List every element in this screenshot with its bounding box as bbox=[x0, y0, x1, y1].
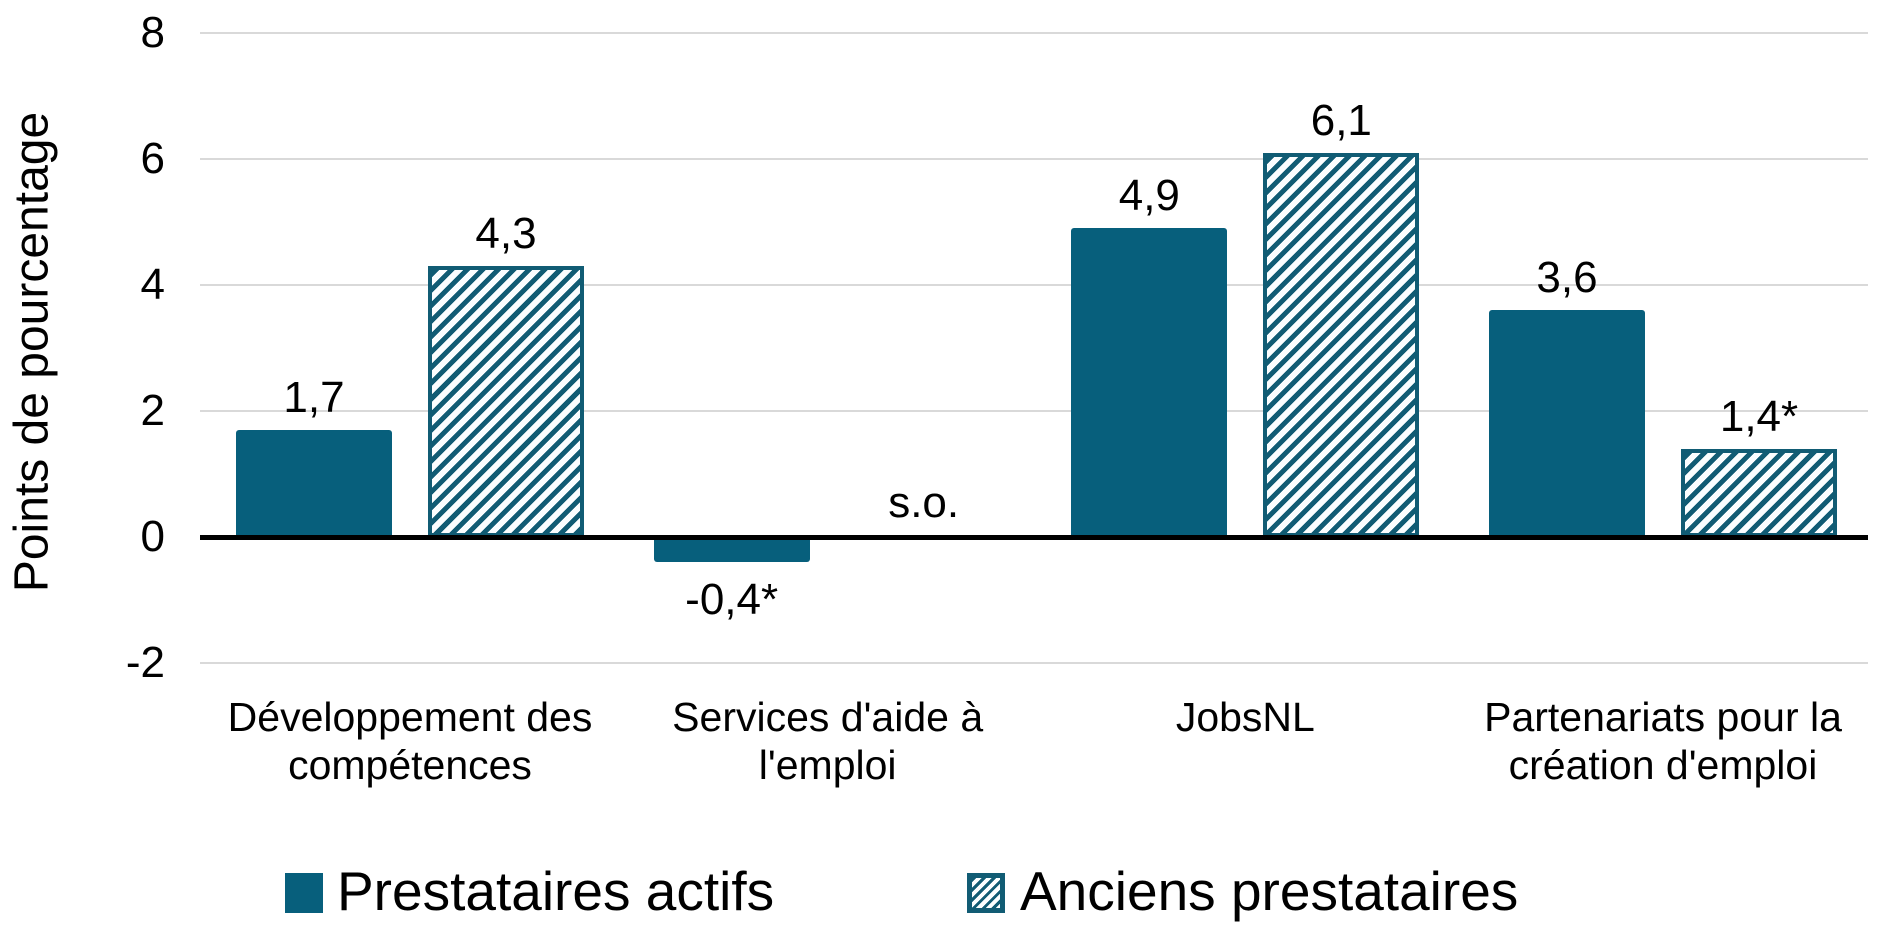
data-label-solid-category-2: -0,4* bbox=[685, 575, 779, 625]
category-label-1: Développement des compétences bbox=[227, 694, 593, 788]
data-label-solid-category-4: 3,6 bbox=[1536, 253, 1598, 303]
data-label-hatched-category-4: 1,4* bbox=[1719, 391, 1799, 441]
bar-hatched-category-4 bbox=[1681, 448, 1837, 537]
y-tick-label--2: -2 bbox=[125, 638, 165, 687]
gridline-6 bbox=[200, 158, 1868, 160]
bar-solid-category-1 bbox=[236, 429, 392, 537]
y-tick-label-2: 2 bbox=[140, 386, 165, 435]
gridline-2 bbox=[200, 410, 1868, 412]
legend-label-active-clients: Prestataires actifs bbox=[337, 860, 775, 922]
bar-hatched-category-1 bbox=[428, 266, 584, 537]
y-tick-label-8: 8 bbox=[140, 8, 165, 57]
gridline-8 bbox=[200, 32, 1868, 34]
legend-swatch-solid bbox=[285, 873, 323, 913]
y-tick-label-6: 6 bbox=[140, 134, 165, 183]
data-label-hatched-category-1: 4,3 bbox=[475, 209, 537, 259]
y-tick-label-4: 4 bbox=[140, 260, 165, 309]
gridline-4 bbox=[200, 284, 1868, 286]
data-label-solid-category-1: 1,7 bbox=[283, 372, 345, 422]
bar-solid-category-2 bbox=[653, 537, 810, 563]
bar-solid-category-3 bbox=[1071, 228, 1228, 537]
data-label-solid-category-3: 4,9 bbox=[1118, 171, 1180, 221]
missing-value-label: s.o. bbox=[888, 478, 960, 527]
legend-label-former-clients: Anciens prestataires bbox=[1020, 860, 1519, 922]
x-axis-zero-line bbox=[200, 535, 1868, 540]
bar-solid-category-4 bbox=[1489, 310, 1645, 537]
y-tick-label-0: 0 bbox=[140, 512, 165, 561]
category-label-3: JobsNL bbox=[1175, 694, 1315, 740]
category-label-4: Partenariats pour la création d'emploi bbox=[1484, 694, 1842, 788]
category-label-2: Services d'aide à l'emploi bbox=[672, 694, 984, 788]
legend-swatch-hatched bbox=[967, 873, 1005, 913]
gridline--2 bbox=[200, 662, 1868, 664]
bar-hatched-category-3 bbox=[1263, 152, 1420, 537]
data-label-hatched-category-3: 6,1 bbox=[1310, 95, 1372, 145]
